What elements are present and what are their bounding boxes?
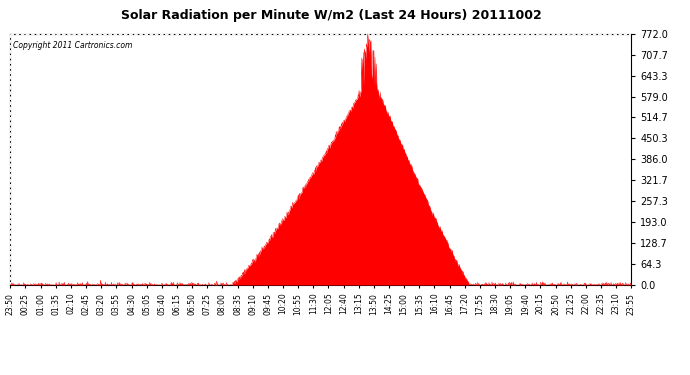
Text: Solar Radiation per Minute W/m2 (Last 24 Hours) 20111002: Solar Radiation per Minute W/m2 (Last 24… — [121, 9, 542, 22]
Text: Copyright 2011 Cartronics.com: Copyright 2011 Cartronics.com — [14, 41, 133, 50]
